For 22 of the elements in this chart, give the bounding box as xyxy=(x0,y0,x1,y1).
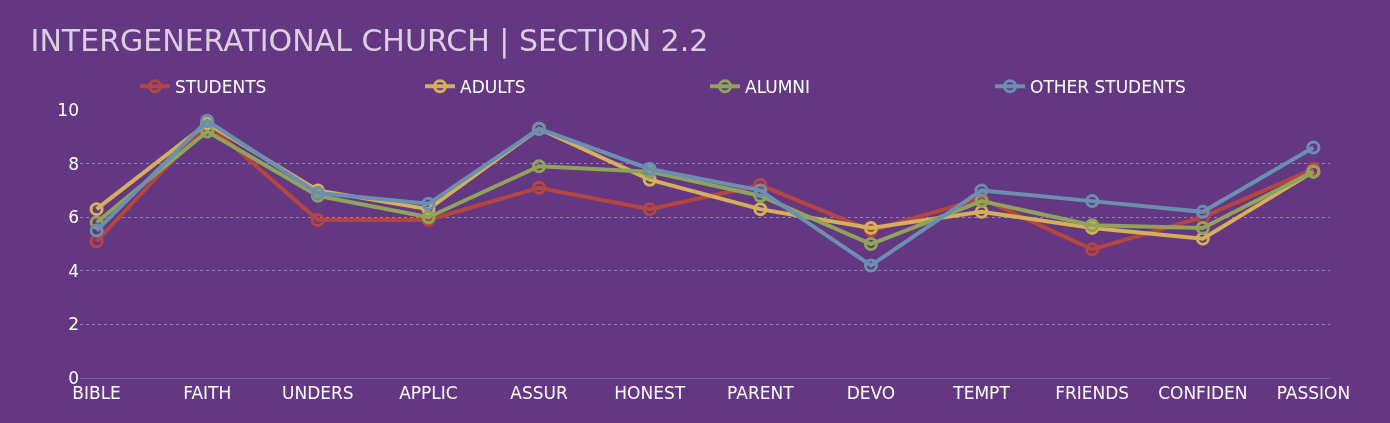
x-tick-label: BIBLE xyxy=(72,383,121,404)
x-tick-label: APPLIC xyxy=(399,383,458,404)
x-tick-label: PARENT xyxy=(727,383,795,404)
chart-title: INTERGENERATIONAL CHURCH | SECTION 2.2 xyxy=(30,22,709,59)
y-tick-label: 10 xyxy=(57,99,79,120)
legend-label: OTHER STUDENTS xyxy=(1030,76,1186,97)
y-tick-label: 4 xyxy=(68,260,79,281)
x-tick-label: FRIENDS xyxy=(1055,383,1130,404)
x-tick-label: FAITH xyxy=(183,383,232,404)
y-tick-label: 6 xyxy=(68,207,79,228)
x-tick-label: PASSION xyxy=(1276,383,1351,404)
x-tick-label: TEMPT xyxy=(952,383,1011,404)
x-tick-label: ASSUR xyxy=(510,383,568,404)
y-tick-label: 2 xyxy=(68,314,79,335)
y-tick-label: 8 xyxy=(68,153,79,174)
legend-label: STUDENTS xyxy=(175,76,267,97)
x-tick-label: HONEST xyxy=(614,383,686,404)
legend-label: ALUMNI xyxy=(745,76,811,97)
x-tick-label: CONFIDEN xyxy=(1158,383,1248,404)
x-tick-label: DEVO xyxy=(846,383,896,404)
legend-label: ADULTS xyxy=(460,76,526,97)
x-tick-label: UNDERS xyxy=(282,383,354,404)
